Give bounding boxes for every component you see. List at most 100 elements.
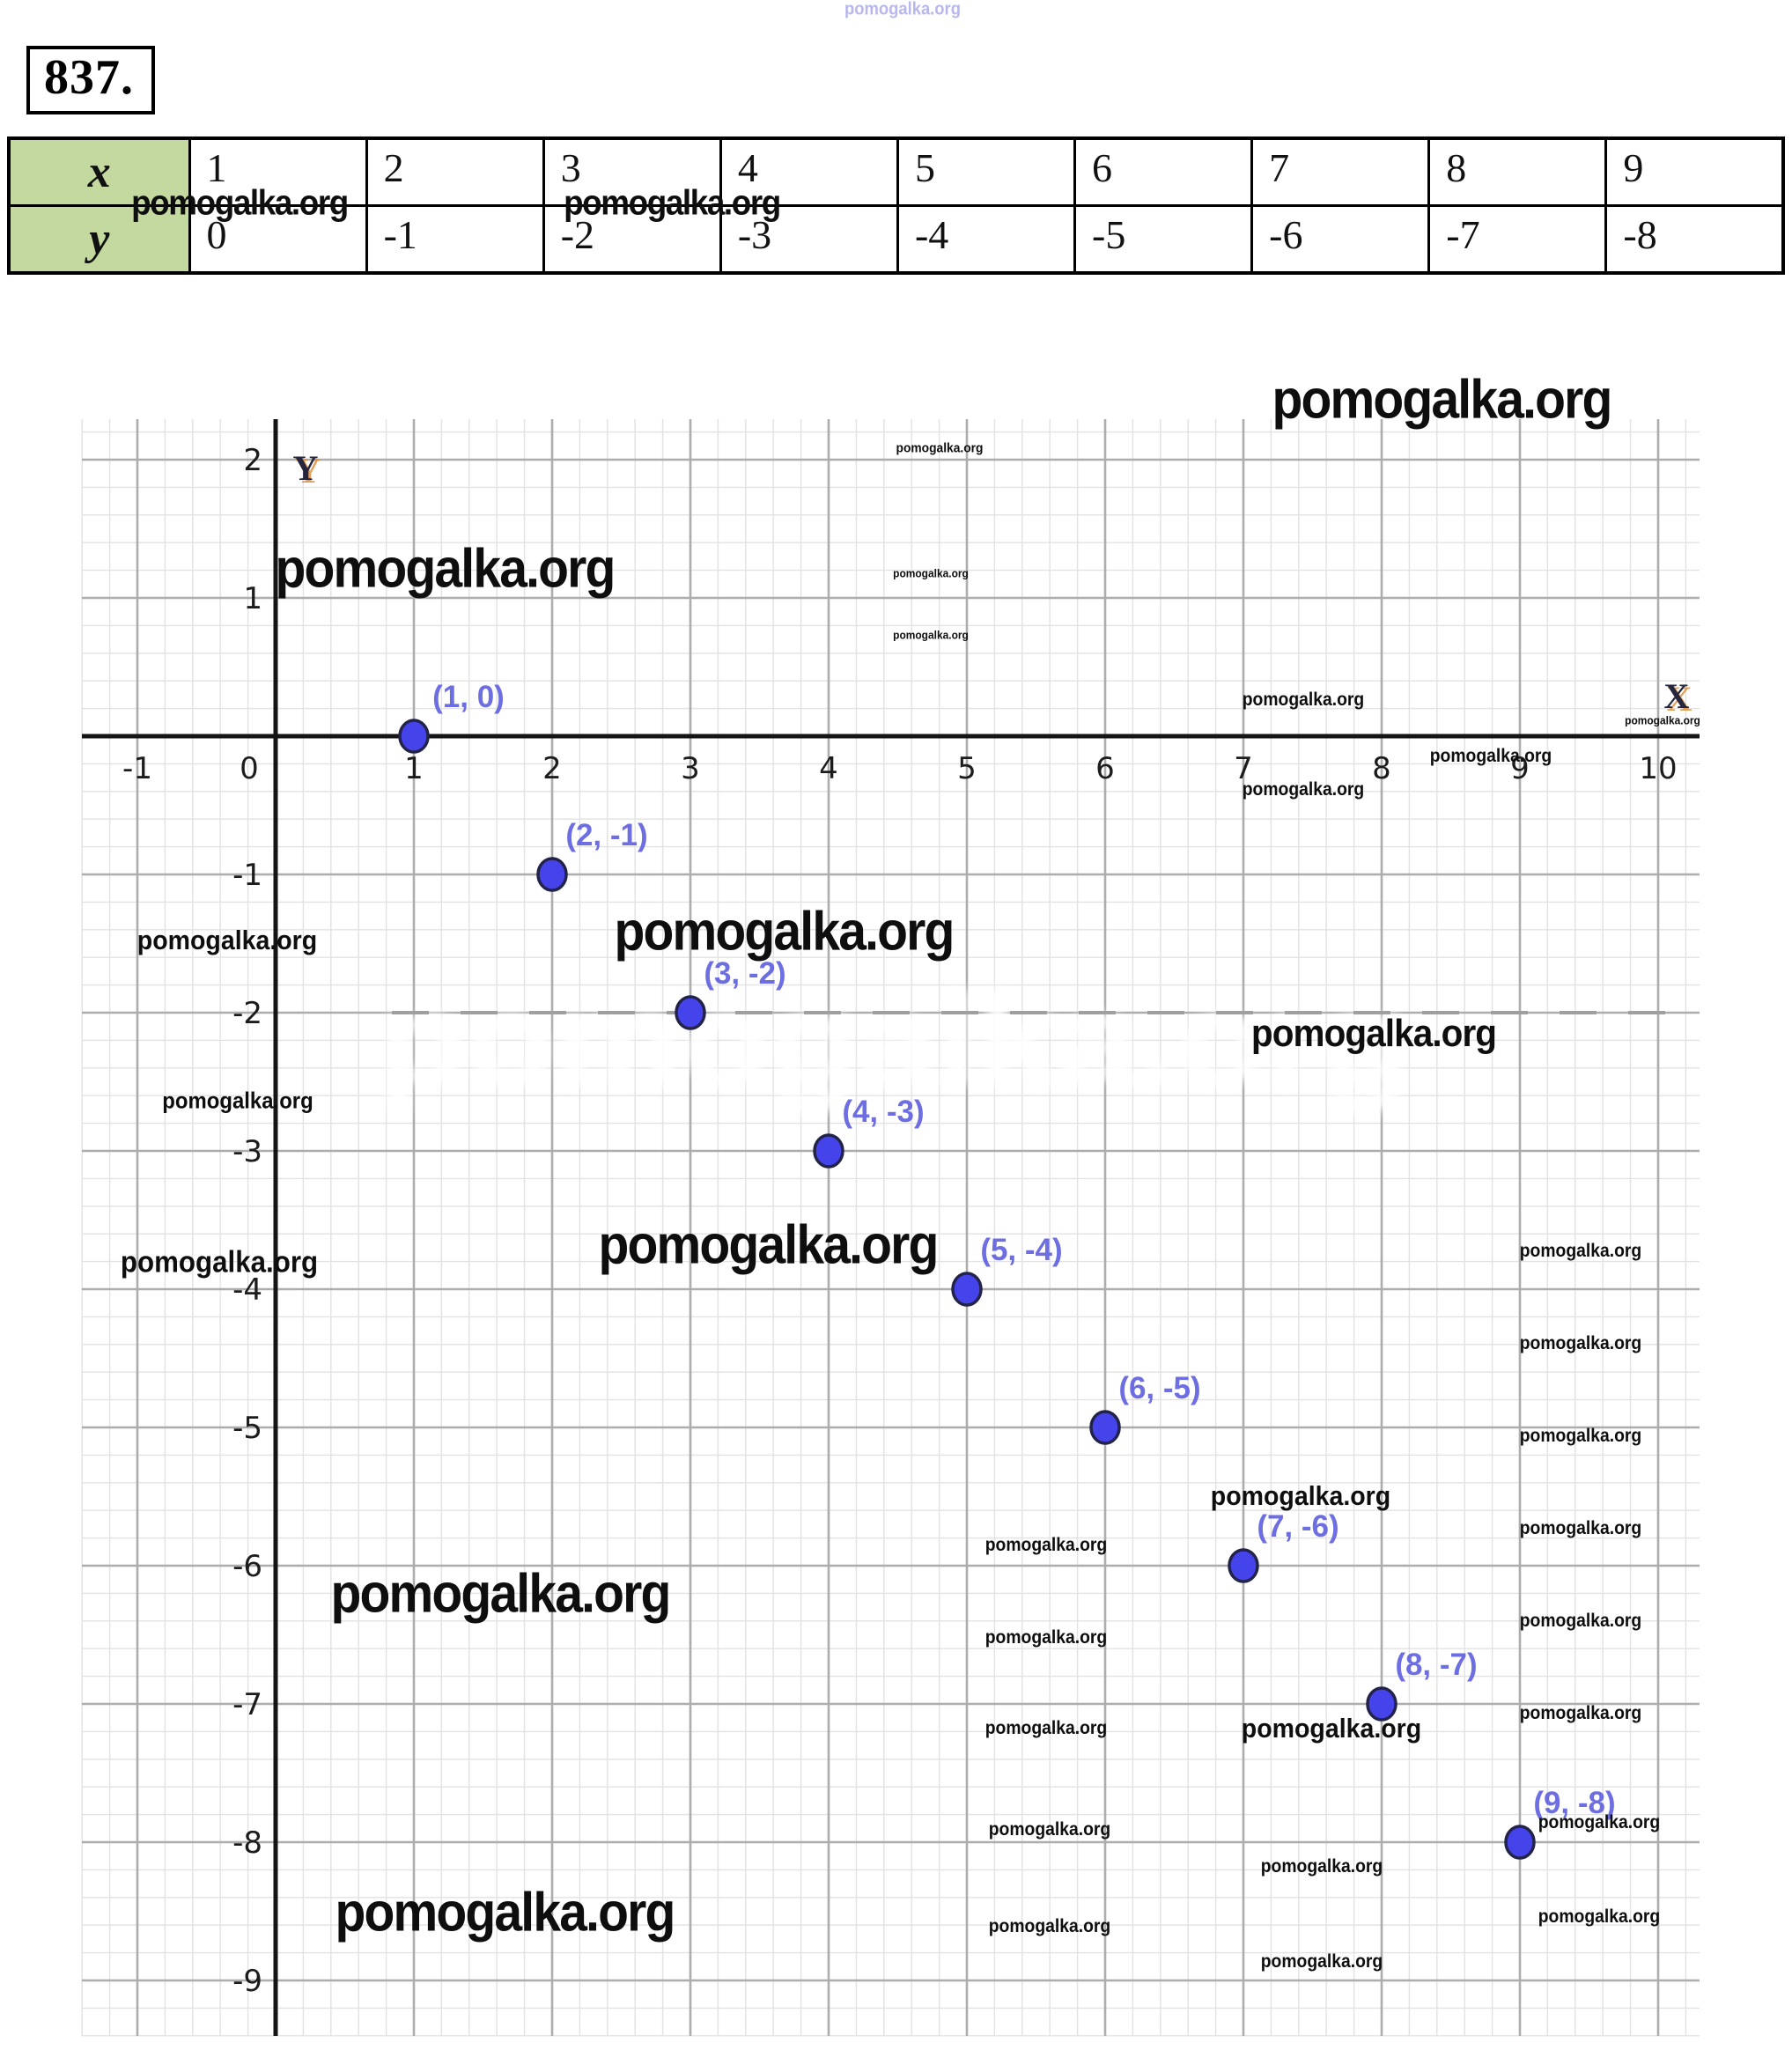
- data-point-5--4: [951, 1272, 983, 1307]
- watermark-20: pomogalka.org: [1519, 1333, 1642, 1353]
- point-label-6--5: (6, -5): [1118, 1371, 1200, 1405]
- y-tick-labels: 2 1 -1 -2 -3 -4 -5 -6 -7 -8 -9: [232, 443, 262, 1999]
- watermark-37: pomogalka.org: [1260, 1951, 1383, 1972]
- x-tick-3: 3: [681, 751, 700, 786]
- point-label-3--2: (3, -2): [704, 956, 785, 991]
- watermark-13: pomogalka.org: [136, 925, 318, 955]
- watermark-23: pomogalka.org: [984, 1535, 1108, 1555]
- watermark-24: pomogalka.org: [1519, 1518, 1642, 1538]
- x-tick-6: 6: [1095, 751, 1115, 786]
- table-header-y: y: [7, 204, 191, 275]
- table-cell-x-1: 1: [188, 136, 368, 207]
- y-tick--4: -4: [232, 1272, 262, 1308]
- table-cell-y-5: -4: [896, 204, 1077, 275]
- watermark-1: pomogalka.org: [844, 0, 961, 19]
- table-cell-y-8: -7: [1427, 204, 1608, 275]
- watermark-10: pomogalka.org: [1625, 713, 1700, 727]
- watermark-16: pomogalka.org: [162, 1087, 313, 1114]
- y-tick--9: -9: [232, 1964, 262, 1999]
- watermark-25: pomogalka.org: [330, 1563, 672, 1625]
- data-point-2--1: [536, 857, 568, 892]
- y-axis-label: YY: [293, 448, 321, 490]
- watermark-31: pomogalka.org: [1538, 1812, 1661, 1832]
- watermark-4: pomogalka.org: [1272, 369, 1613, 431]
- watermark-15: pomogalka.org: [1250, 1012, 1497, 1055]
- y-tick--3: -3: [232, 1134, 262, 1169]
- data-point-9--8: [1504, 1825, 1536, 1860]
- watermark-30: pomogalka.org: [1519, 1703, 1642, 1723]
- minor-grid: [81, 419, 1700, 2037]
- table-cell-y-4: -3: [719, 204, 899, 275]
- watermark-28: pomogalka.org: [984, 1718, 1108, 1738]
- watermark-27: pomogalka.org: [1519, 1611, 1642, 1631]
- x-tick-8: 8: [1372, 751, 1391, 786]
- table-cell-x-6: 6: [1073, 136, 1254, 207]
- watermark-19: pomogalka.org: [1519, 1241, 1642, 1261]
- point-label-5--4: (5, -4): [980, 1233, 1062, 1267]
- table-row-y: y 0 -1 -2 -3 -4 -5 -6 -7 -8: [7, 204, 1785, 275]
- table-cell-y-6: -5: [1073, 204, 1254, 275]
- point-label-2--1: (2, -1): [565, 818, 647, 852]
- data-point-1-0: [398, 719, 430, 754]
- problem-number: 837.: [26, 46, 155, 114]
- y-tick--2: -2: [232, 996, 262, 1031]
- y-tick--6: -6: [232, 1549, 262, 1584]
- x-tick-2: 2: [542, 751, 562, 786]
- data-point-7--6: [1228, 1548, 1259, 1583]
- watermark-34: pomogalka.org: [988, 1819, 1111, 1840]
- watermark-2: pomogalka.org: [131, 183, 349, 223]
- x-tick-0: 0: [240, 751, 259, 786]
- watermark-7: pomogalka.org: [893, 628, 969, 642]
- watermark-11: pomogalka.org: [1429, 746, 1552, 766]
- watermark-26: pomogalka.org: [984, 1627, 1108, 1648]
- x-tick-5: 5: [957, 751, 977, 786]
- y-tick--8: -8: [232, 1825, 262, 1861]
- watermark-21: pomogalka.org: [1519, 1426, 1642, 1446]
- data-point-3--2: [675, 995, 706, 1030]
- watermark-22: pomogalka.org: [1210, 1480, 1391, 1511]
- data-point-8--7: [1366, 1686, 1397, 1722]
- table-cell-y-3: -2: [542, 204, 722, 275]
- watermark-18: pomogalka.org: [598, 1214, 940, 1276]
- table-cell-x-9: 9: [1604, 136, 1785, 207]
- watermark-33: pomogalka.org: [335, 1882, 676, 1943]
- watermark-17: pomogalka.org: [120, 1245, 319, 1279]
- table-cell-x-7: 7: [1250, 136, 1431, 207]
- table-cell-x-3: 3: [542, 136, 722, 207]
- table-cell-y-9: -8: [1604, 204, 1785, 275]
- x-tick-9: 9: [1510, 751, 1530, 786]
- table-cell-y-1: 0: [188, 204, 368, 275]
- x-tick-10: 10: [1639, 751, 1677, 786]
- table-header-x: x: [7, 136, 191, 207]
- point-label-4--3: (4, -3): [842, 1095, 924, 1129]
- watermark-29: pomogalka.org: [1241, 1713, 1422, 1744]
- watermark-8: pomogalka.org: [275, 538, 616, 600]
- svg-text:Y: Y: [293, 448, 319, 488]
- table-cell-x-5: 5: [896, 136, 1077, 207]
- table-cell-y-2: -1: [365, 204, 545, 275]
- table-cell-x-8: 8: [1427, 136, 1608, 207]
- xy-value-table: x 1 2 3 4 5 6 7 8 9 y 0 -1 -2 -3 -4 -5 -6 -7 -8: [7, 136, 1785, 275]
- watermark-35: pomogalka.org: [1538, 1906, 1661, 1927]
- x-tick-labels: -1 0 1 2 3 4 5 6 7 8 9 10: [122, 751, 1678, 786]
- watermark-12: pomogalka.org: [1242, 779, 1365, 800]
- x-tick-7: 7: [1234, 751, 1253, 786]
- watermark-3: pomogalka.org: [564, 183, 781, 223]
- x-tick--1: -1: [122, 751, 152, 786]
- x-axis-label: XX: [1664, 676, 1692, 719]
- y-tick-1: 1: [243, 581, 262, 616]
- watermark-14: pomogalka.org: [614, 901, 955, 962]
- watermark-5: pomogalka.org: [896, 440, 984, 456]
- y-tick--1: -1: [232, 858, 262, 893]
- data-points: [398, 719, 1536, 1860]
- table-cell-x-2: 2: [365, 136, 545, 207]
- table-cell-y-7: -6: [1250, 204, 1431, 275]
- point-labels: (1, 0) (2, -1) (3, -2) (4, -3) (5, -4) (6, -5…: [432, 680, 1616, 1820]
- x-tick-1: 1: [404, 751, 424, 786]
- point-label-8--7: (8, -7): [1395, 1648, 1477, 1682]
- y-tick-2: 2: [243, 443, 262, 478]
